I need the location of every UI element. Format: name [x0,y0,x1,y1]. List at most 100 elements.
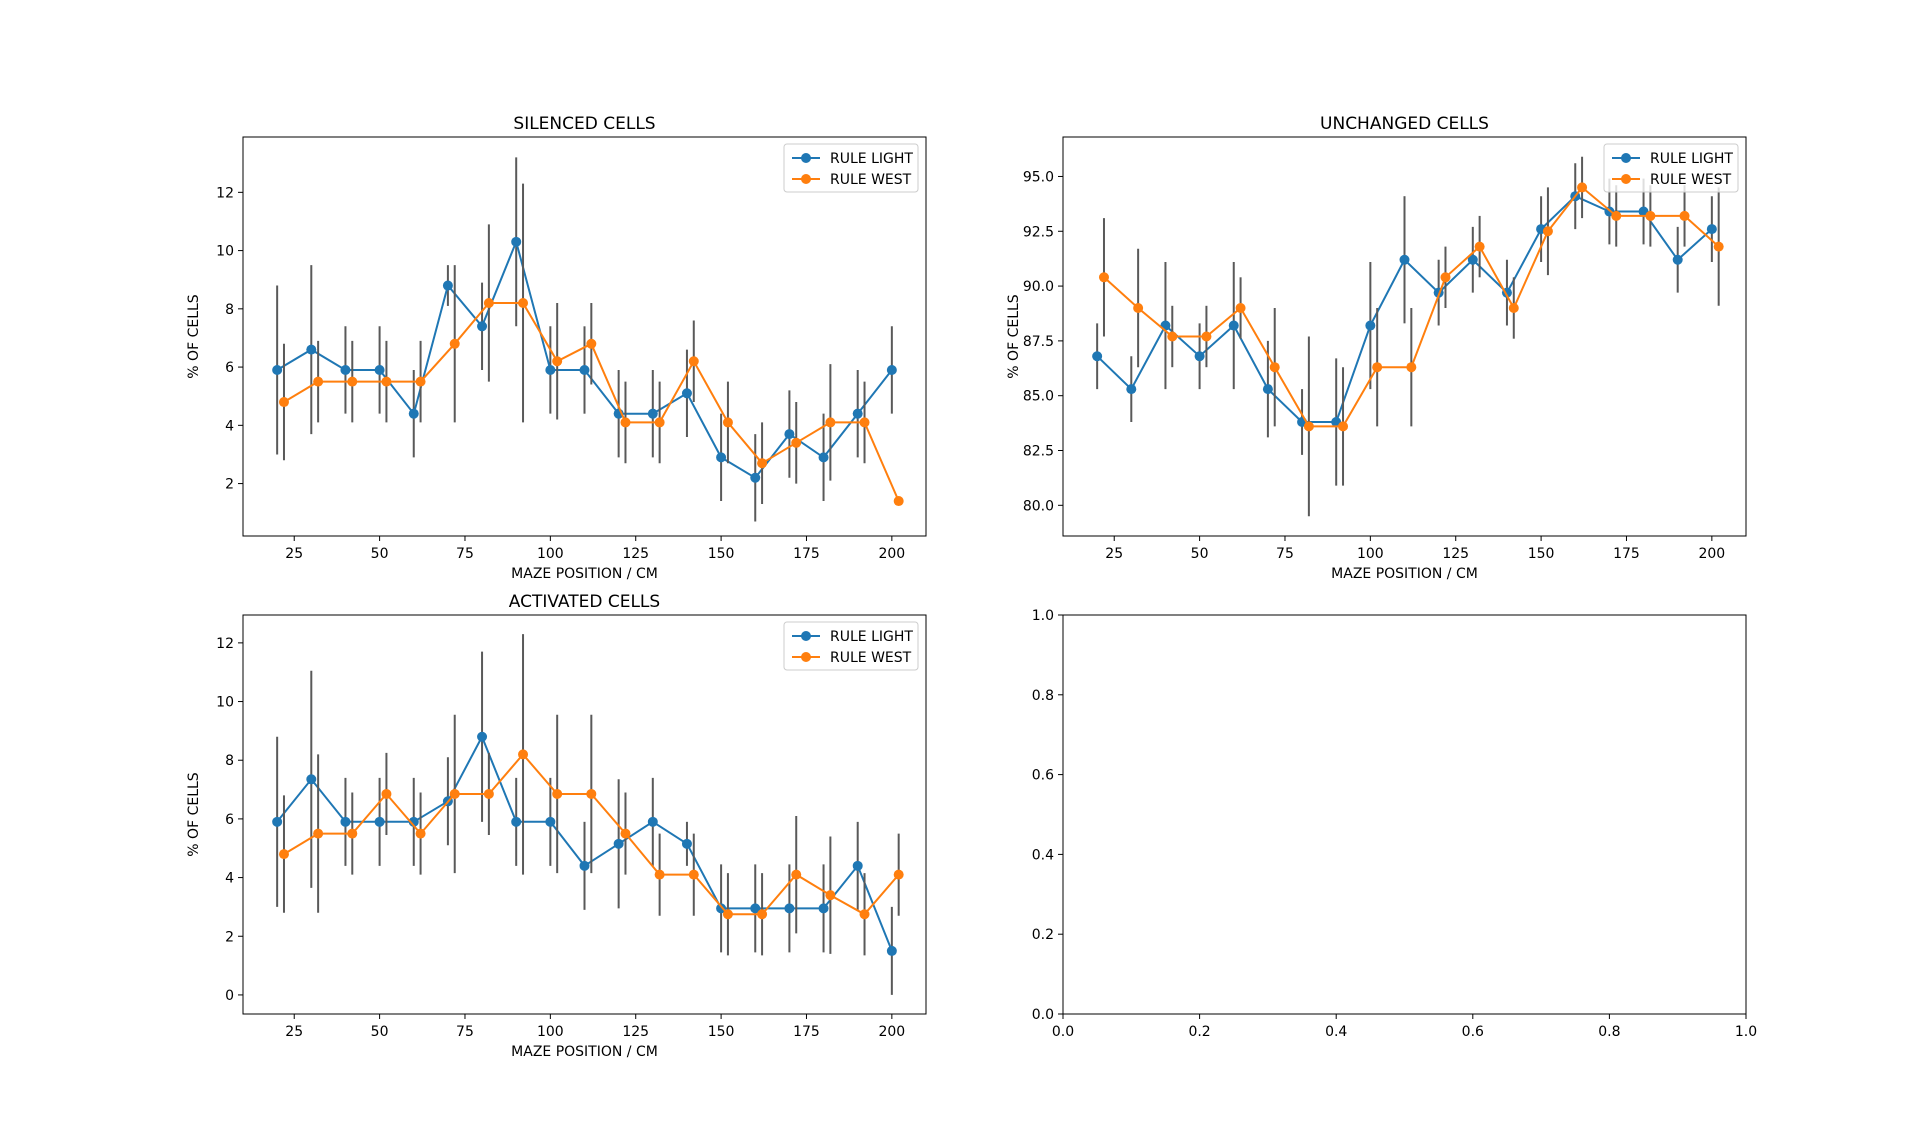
y-axis-label: % OF CELLS [186,294,202,378]
series-rule-west [278,634,904,956]
y-tick-label: 4 [225,418,234,434]
data-point [784,429,795,440]
data-point [545,816,556,827]
data-point [415,828,426,839]
data-point [552,788,563,799]
data-point [1194,351,1205,362]
data-point [1269,362,1280,373]
axes-frame [242,614,927,1015]
chart-title: UNCHANGED CELLS [1320,114,1489,134]
axes-frame [1062,614,1747,1015]
x-tick-label: 75 [456,546,474,562]
data-point [647,408,658,419]
legend-swatch-marker [1621,153,1631,163]
data-point [852,860,863,871]
data-point [552,356,563,367]
x-tick-label: 175 [793,546,820,562]
data-point [477,731,488,742]
data-point [1126,384,1137,395]
x-tick-label: 0.2 [1188,1024,1210,1040]
data-point [306,774,317,785]
y-tick-label: 85.0 [1023,389,1054,405]
data-point [586,788,597,799]
chart-title: SILENCED CELLS [513,114,655,134]
data-point [716,903,727,914]
data-point [818,903,829,914]
data-point [1474,241,1485,252]
data-point [586,338,597,349]
y-tick-label: 0.2 [1032,927,1054,943]
legend-swatch-marker [801,631,811,641]
legend-label: RULE LIGHT [830,629,913,645]
data-point [415,376,426,387]
y-tick-label: 0.8 [1032,688,1054,704]
data-point [852,408,863,419]
data-point [579,364,590,375]
data-point [442,280,453,291]
data-point [1672,254,1683,265]
data-point [1679,210,1690,221]
data-point [1338,421,1349,432]
data-point [477,321,488,332]
chart-panel-empty: 0.0 0.2 0.4 0.6 0.8 1.0 0.0 0.2 0.4 0.6 0.8 1.0 [1032,608,1757,1040]
x-tick-label: 0.4 [1325,1024,1347,1040]
data-point [750,472,761,483]
legend-swatch-marker [801,153,811,163]
y-tick-label: 8 [225,302,234,318]
legend: RULE LIGHT RULE WEST [783,143,919,193]
x-tick-label: 50 [371,546,389,562]
data-point [408,816,419,827]
data-point [1577,182,1588,193]
data-point [1133,303,1144,313]
data-point [1399,254,1410,265]
x-tick-label: 25 [1105,546,1123,562]
y-tick-label: 4 [225,871,234,887]
chart-panel-activated: 25 50 75 100 125 150 175 200 0 2 4 6 8 10 12 ACTIVATED … [186,592,927,1060]
chart-title: ACTIVATED CELLS [509,592,660,612]
data-point [1406,362,1417,373]
data-point [545,364,556,375]
data-point [272,816,283,827]
x-tick-label: 100 [1357,546,1384,562]
y-tick-label: 82.5 [1023,444,1054,460]
data-point [886,364,897,375]
data-point [681,838,692,849]
data-point [1440,272,1451,283]
data-point [381,788,392,799]
data-point [1365,320,1376,331]
x-tick-label: 125 [622,546,649,562]
data-point [340,816,351,827]
data-point [1611,210,1622,221]
x-tick-label: 200 [878,1024,905,1040]
data-point [722,417,733,428]
data-point [893,869,904,880]
data-point [1167,331,1178,342]
data-point [654,417,665,428]
chart-panel-unchanged: 25 50 75 100 125 150 175 200 80.0 82.5 85.0 87.5 90.… [1006,114,1747,582]
data-point [518,749,529,760]
legend-swatch-marker [1621,174,1631,184]
data-point [613,838,624,849]
x-tick-label: 100 [537,1024,564,1040]
legend-label: RULE WEST [830,172,912,188]
legend-label: RULE LIGHT [830,151,913,167]
legend: RULE LIGHT RULE WEST [1603,143,1739,193]
data-point [1092,351,1103,362]
x-tick-label: 25 [285,1024,303,1040]
y-tick-label: 10 [216,695,234,711]
legend-label: RULE WEST [830,650,912,666]
chart-panel-silenced: 25 50 75 100 125 150 175 200 2 4 6 8 10 12 SILENCED CE… [186,114,927,582]
data-point [511,236,522,247]
y-axis-label: % OF CELLS [186,772,202,856]
data-point [306,344,317,355]
data-point [511,816,522,827]
y-tick-label: 0.0 [1032,1007,1054,1023]
data-point [825,890,836,901]
data-point [688,356,699,367]
legend-swatch-marker [801,174,811,184]
x-tick-label: 200 [878,546,905,562]
data-point [791,437,802,448]
x-tick-label: 75 [1276,546,1294,562]
y-tick-label: 2 [225,477,234,493]
